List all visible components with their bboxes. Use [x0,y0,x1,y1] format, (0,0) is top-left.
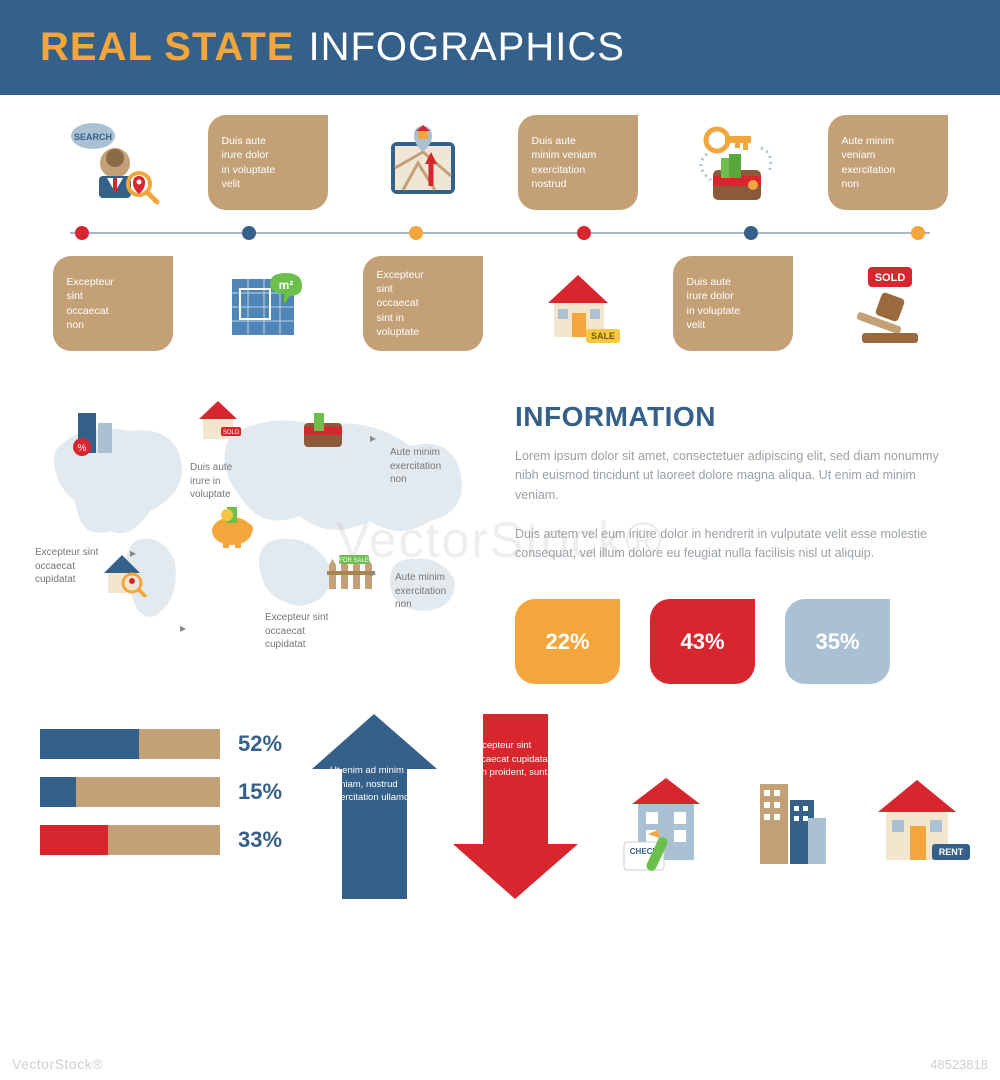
svg-text:m²: m² [278,278,293,292]
process-leaf: Excepteursintoccaecatnon [40,256,185,351]
timeline-dot [911,226,925,240]
keys-wallet-icon [673,115,793,210]
bar-fill [40,777,76,807]
bar-track [40,729,220,759]
process-leaf: Duis auteminim veniamexercitationnostrud [505,115,650,210]
leaf-text: Excepteursintoccaecatsint involuptate [363,256,483,351]
bar-fill [40,729,139,759]
arrows-group: Ut enim ad minim veniam, nostrud exercit… [312,714,578,899]
process-leaf: Duis auteirure dolorin voluptatevelit [195,115,340,210]
svg-text:FOR SALE: FOR SALE [339,558,369,564]
leaf-text: Duis auteminim veniamexercitationnostrud [518,115,638,210]
bar-label: 52% [238,731,282,757]
bar-label: 15% [238,779,282,805]
svg-text:SOLD: SOLD [874,272,905,284]
percent-leaf: 43% [650,599,755,684]
sold-gavel-icon: SOLD [815,256,960,351]
process-leaf: Aute minimveniamexercitationnon [815,115,960,210]
svg-text:SALE: SALE [590,331,614,341]
bar-track [40,825,220,855]
information-heading: INFORMATION [515,401,960,433]
bar-track [40,777,220,807]
callout-arrow-icon: ▸ [370,431,376,445]
skyscraper-icon [746,764,836,874]
world-map: % SOLD [40,391,485,684]
leaf-text: Excepteursintoccaecatnon [53,256,173,351]
buildings-row: CHECK [618,714,974,874]
header-title-1: REAL STATE [40,25,294,70]
leaf-text: Aute minimveniamexercitationnon [828,115,948,210]
map-callout: Excepteur sintoccaecatcupidatat [265,611,355,652]
callout-arrow-icon: ▸ [130,546,136,560]
piggy-map-icon [205,501,259,549]
house-sale-icon: SALE [518,256,638,351]
map-callout: Aute minimexercitationnon [395,571,485,612]
header-title-2: INFOGRAPHICS [308,25,624,70]
house-sale-icon: SALE [505,256,650,351]
callout-arrow-icon: ▸ [180,621,186,635]
map-callout: Duis auteirure involuptate [190,461,280,502]
process-row-bottom: Excepteursintoccaecatnon m² Excepteursin… [40,256,960,351]
bar-chart: 52% 15% 33% [40,714,282,873]
leaf-text: Duis auteirure dolorin voluptatevelit [673,256,793,351]
process-leaf: Duis auteirure dolorin voluptatevelit [660,256,805,351]
blueprint-icon: m² [195,256,340,351]
timeline-dot [75,226,89,240]
header: REAL STATE INFOGRAPHICS [0,0,1000,95]
watermark-id: 48523818 [930,1057,988,1072]
bar-row: 33% [40,825,282,855]
timeline [70,218,930,248]
svg-text:SOLD: SOLD [223,430,240,436]
timeline-dot [409,226,423,240]
timeline-dot [744,226,758,240]
house-sold-map-icon: SOLD [195,397,245,443]
process-leaf: Excepteursintoccaecatsint involuptate [350,256,495,351]
keys-wallet-icon [660,115,805,210]
bar-row: 15% [40,777,282,807]
percent-leaves: 22% 43% 35% [515,599,960,684]
map-pin-icon [350,115,495,210]
bottom-section: 52% 15% 33% Ut enim ad minim veniam, nos… [0,704,1000,919]
rent-house-icon: RENT [864,764,974,874]
timeline-dot [242,226,256,240]
bar-label: 33% [238,827,282,853]
arrow-down: Excepteur sint occaecat cupidatat non pr… [453,714,578,899]
process-row-top: SEARCH Duis auteirure dolorin voluptatev… [40,115,960,210]
bar-fill [40,825,108,855]
search-agent-icon: SEARCH [53,115,173,210]
svg-text:SEARCH: SEARCH [73,132,111,142]
percent-leaf: 35% [785,599,890,684]
percent-leaf: 22% [515,599,620,684]
skyscraper-map-icon: % [70,403,126,459]
information-body: Lorem ipsum dolor sit amet, consectetuer… [515,447,960,563]
sold-gavel-icon: SOLD [828,256,948,351]
wallet-map-icon [300,409,346,451]
map-callout: Aute minimexercitationnon [390,446,480,487]
callout-arrow-icon: ▸ [370,566,376,580]
search-agent-icon: SEARCH [40,115,185,210]
timeline-dot [577,226,591,240]
svg-text:RENT: RENT [939,847,964,857]
leaf-text: Duis auteirure dolorin voluptatevelit [208,115,328,210]
blueprint-icon: m² [208,256,328,351]
information-column: INFORMATION Lorem ipsum dolor sit amet, … [515,391,960,684]
mid-section: % SOLD [0,361,1000,704]
bar-row: 52% [40,729,282,759]
arrow-down-text: Excepteur sint occaecat cupidatat non pr… [471,739,560,779]
arrow-up: Ut enim ad minim veniam, nostrud exercit… [312,714,437,899]
arrow-up-text: Ut enim ad minim veniam, nostrud exercit… [330,764,419,804]
check-building-icon: CHECK [618,764,718,874]
map-callout: Excepteur sintoccaecatcupidatat [35,546,125,587]
process-section: SEARCH Duis auteirure dolorin voluptatev… [0,95,1000,361]
map-pin-icon [363,115,483,210]
timeline-dots [70,218,930,240]
watermark-brand: VectorStock® [12,1056,103,1072]
svg-text:%: % [78,443,87,454]
